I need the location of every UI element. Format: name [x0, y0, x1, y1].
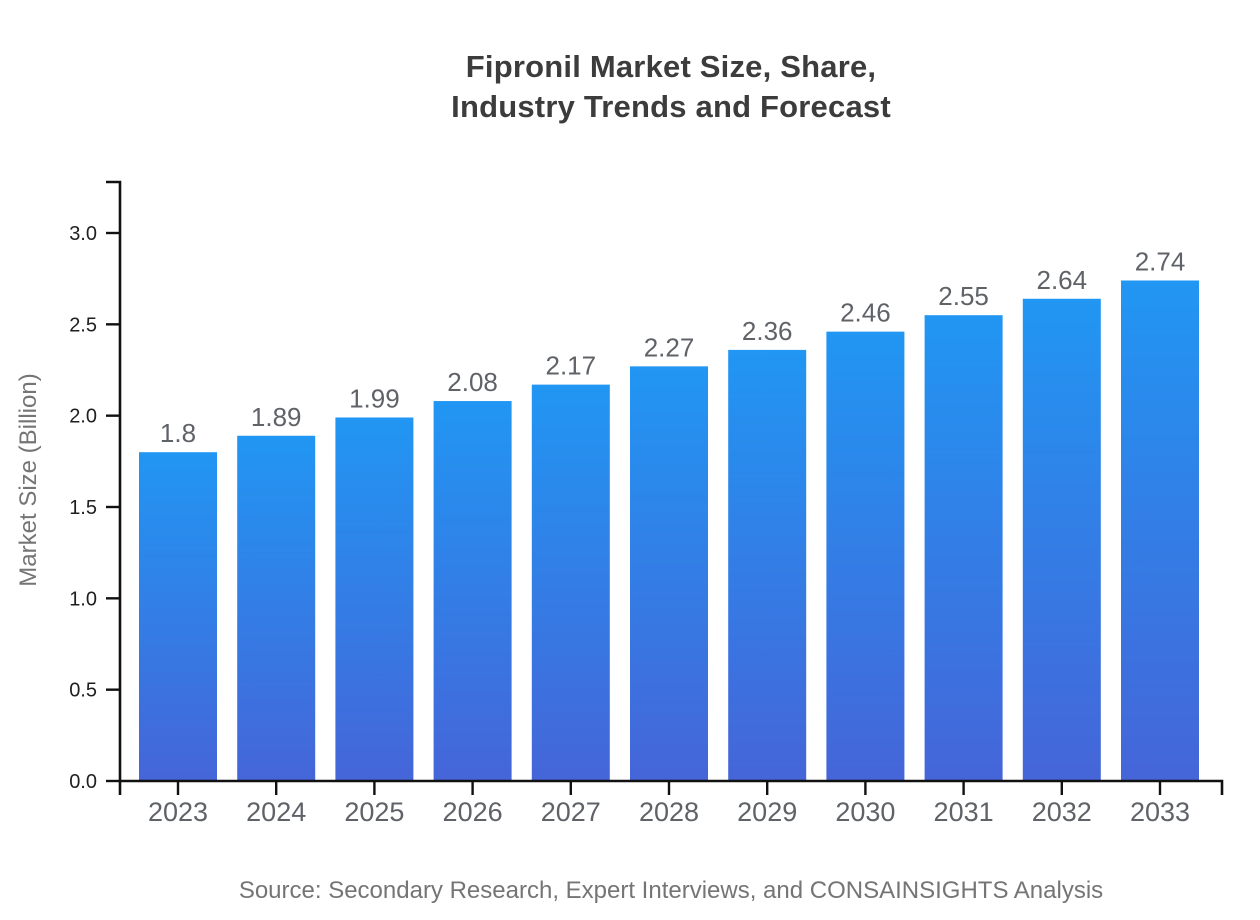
bar-value-label: 1.99 [349, 383, 400, 413]
x-tick-label: 2033 [1130, 797, 1190, 827]
bar-2030 [826, 331, 905, 781]
x-tick-label: 2027 [541, 797, 601, 827]
y-tick-label: 1.5 [69, 497, 97, 519]
bar-2025 [335, 417, 414, 781]
bar-2028 [630, 366, 708, 781]
bar-2032 [1022, 298, 1101, 781]
x-tick-label: 2023 [148, 797, 208, 827]
source-note: Source: Secondary Research, Expert Inter… [238, 877, 1104, 904]
bar-value-label: 1.89 [251, 402, 302, 432]
y-axis-title: Market Size (Billion) [15, 373, 42, 586]
x-tick-label: 2024 [246, 797, 306, 827]
bar-value-label: 2.08 [447, 367, 498, 397]
x-tick-label: 2032 [1032, 797, 1092, 827]
x-tick-label: 2026 [443, 797, 503, 827]
y-tick-label: 0.5 [69, 680, 97, 702]
x-tick-label: 2028 [639, 797, 699, 827]
x-tick-label: 2030 [835, 797, 895, 827]
bar-value-label: 1.8 [160, 418, 196, 448]
y-tick-label: 2.5 [69, 314, 97, 336]
chart-title: Fipronil Market Size, Share, Industry Tr… [120, 47, 1222, 127]
y-tick-label: 1.0 [69, 588, 97, 610]
axis-spines [106, 180, 1224, 795]
y-tick-label: 2.0 [69, 406, 97, 428]
bar-value-label: 2.74 [1135, 246, 1186, 276]
bar-2024 [237, 435, 316, 781]
bar-value-label: 2.27 [644, 332, 695, 362]
chart-title-line2: Industry Trends and Forecast [451, 89, 891, 124]
bar-value-label: 2.55 [938, 281, 989, 311]
bar-2031 [924, 315, 1003, 781]
bar-2033 [1121, 280, 1199, 781]
bar-2027 [531, 384, 610, 781]
chart-title-line1: Fipronil Market Size, Share, [465, 49, 877, 84]
x-tick-label: 2031 [934, 797, 994, 827]
bar-value-label: 2.36 [742, 316, 793, 346]
x-tick-label: 2029 [737, 797, 797, 827]
x-tick-label: 2025 [344, 797, 404, 827]
bar-2029 [728, 349, 807, 781]
bar-value-label: 2.17 [545, 351, 596, 381]
bar-2026 [433, 401, 512, 781]
bar-value-label: 2.64 [1036, 265, 1087, 295]
bar-2023 [139, 452, 217, 781]
y-tick-label: 0.0 [69, 771, 97, 793]
y-tick-label: 3.0 [69, 223, 97, 245]
bar-value-label: 2.46 [840, 298, 891, 328]
